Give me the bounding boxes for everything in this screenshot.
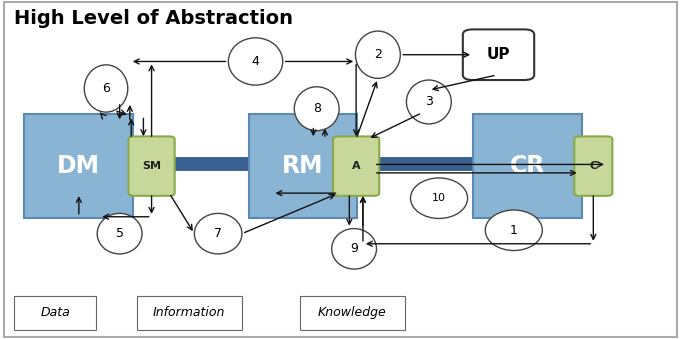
Text: RM: RM	[283, 154, 324, 178]
Ellipse shape	[486, 210, 542, 251]
Text: 8: 8	[313, 102, 321, 115]
FancyBboxPatch shape	[137, 296, 242, 330]
Text: SM: SM	[142, 161, 161, 171]
Text: High Level of Abstraction: High Level of Abstraction	[14, 9, 294, 28]
Text: 2: 2	[374, 48, 382, 61]
Ellipse shape	[332, 228, 377, 269]
Text: 9: 9	[350, 242, 358, 255]
Ellipse shape	[84, 65, 128, 112]
FancyBboxPatch shape	[14, 296, 96, 330]
Text: C: C	[589, 161, 597, 171]
Text: Information: Information	[153, 306, 225, 319]
Text: 1: 1	[510, 224, 518, 237]
Text: A: A	[352, 161, 360, 171]
Text: 3: 3	[425, 96, 433, 108]
Text: Data: Data	[40, 306, 70, 319]
Text: 7: 7	[214, 227, 222, 240]
FancyBboxPatch shape	[300, 296, 405, 330]
Text: 6: 6	[102, 82, 110, 95]
Text: Knowledge: Knowledge	[318, 306, 387, 319]
FancyBboxPatch shape	[473, 114, 582, 218]
Text: 5: 5	[116, 227, 124, 240]
Ellipse shape	[407, 80, 452, 124]
FancyBboxPatch shape	[25, 114, 133, 218]
Text: 4: 4	[251, 55, 259, 68]
FancyBboxPatch shape	[463, 29, 534, 80]
FancyBboxPatch shape	[574, 136, 612, 196]
Ellipse shape	[228, 38, 283, 85]
Ellipse shape	[411, 178, 468, 218]
Ellipse shape	[355, 31, 400, 78]
FancyBboxPatch shape	[4, 2, 677, 337]
Ellipse shape	[294, 87, 339, 131]
Text: UP: UP	[487, 47, 510, 62]
Text: 10: 10	[432, 193, 446, 203]
FancyBboxPatch shape	[249, 114, 358, 218]
Ellipse shape	[97, 213, 142, 254]
FancyBboxPatch shape	[333, 136, 379, 196]
Text: DM: DM	[57, 154, 100, 178]
Ellipse shape	[194, 213, 242, 254]
Text: CR: CR	[509, 154, 545, 178]
FancyBboxPatch shape	[129, 136, 174, 196]
